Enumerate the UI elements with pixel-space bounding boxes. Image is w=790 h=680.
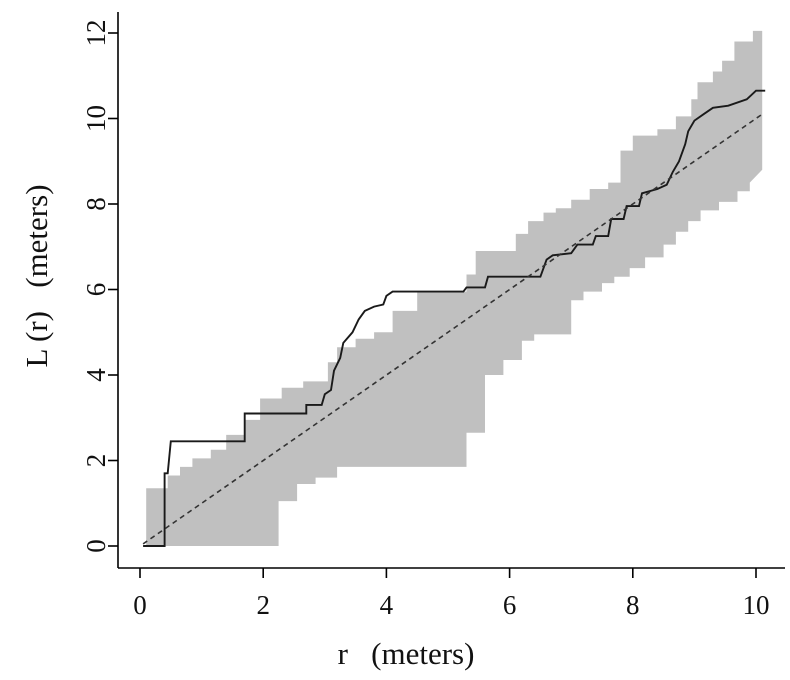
y-axis-title: L (r) (meters) [19,184,54,367]
y-tick-label: 10 [81,105,111,132]
plot-area [142,30,766,547]
series-line-observed [143,89,766,547]
x-tick-label: 8 [626,590,640,620]
confidence-envelope [146,30,763,546]
y-tick-label: 2 [81,454,111,468]
y-tick-label: 12 [81,20,111,47]
x-tick-label: 6 [503,590,517,620]
y-tick-label: 6 [81,283,111,297]
x-tick-label: 2 [256,590,270,620]
y-tick-label: 0 [81,539,111,553]
x-tick-label: 0 [133,590,147,620]
y-tick-label: 8 [81,197,111,211]
x-axis-ticks: 0 2 4 6 8 10 [133,568,770,620]
x-tick-label: 10 [743,590,770,620]
x-tick-label: 4 [380,590,394,620]
y-axis-ticks: 0 2 4 6 8 10 12 [81,20,118,553]
y-tick-label: 4 [81,368,111,382]
x-axis-title: r (meters) [338,636,475,671]
